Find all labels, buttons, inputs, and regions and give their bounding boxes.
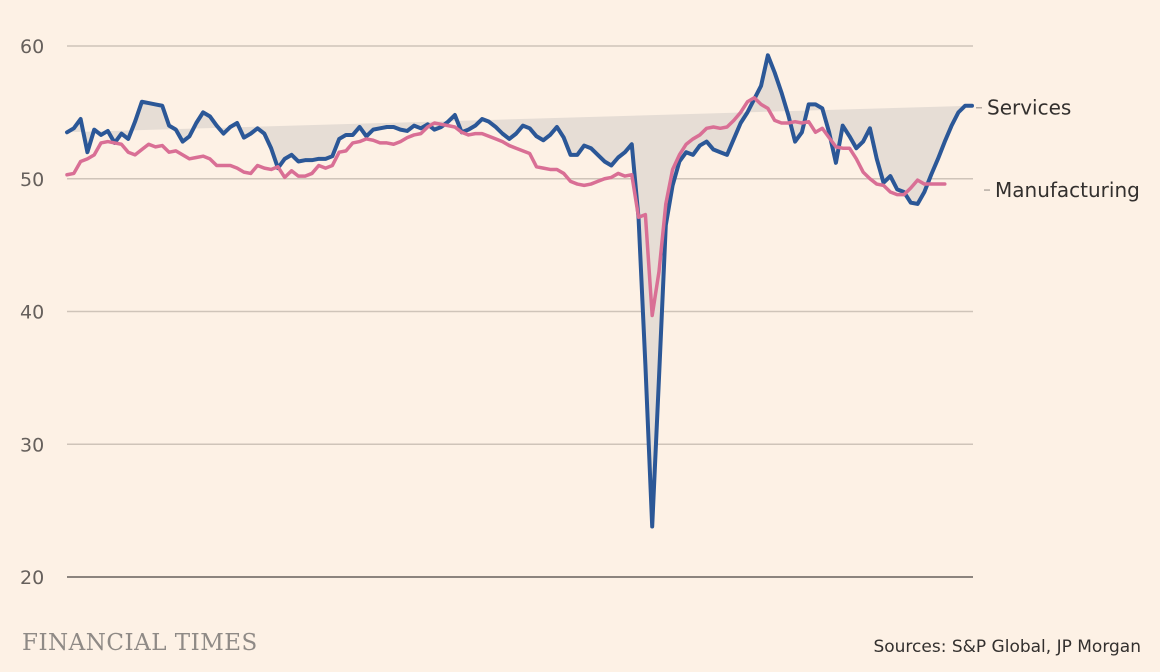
- y-tick-label-60: 60: [20, 36, 44, 58]
- y-tick-label-50: 50: [20, 169, 44, 191]
- series-line-services: [65, 53, 974, 529]
- y-tick-label-20: 20: [20, 567, 44, 589]
- series-lines: [65, 53, 974, 529]
- series-end-labels: Services Manufacturing: [976, 96, 1140, 202]
- ft-logo: FINANCIAL TIMES: [22, 630, 258, 656]
- series-label-services: Services: [987, 96, 1071, 120]
- gridlines: [67, 45, 973, 578]
- y-tick-label-40: 40: [20, 302, 44, 324]
- y-tick-label-30: 30: [20, 434, 44, 456]
- source-note: Sources: S&P Global, JP Morgan: [873, 637, 1141, 657]
- y-axis-ticks: 20 30 40 50 60: [20, 36, 44, 589]
- series-line-manufacturing: [65, 96, 947, 318]
- gap-fill-area: [67, 55, 972, 527]
- series-label-manufacturing: Manufacturing: [995, 178, 1140, 202]
